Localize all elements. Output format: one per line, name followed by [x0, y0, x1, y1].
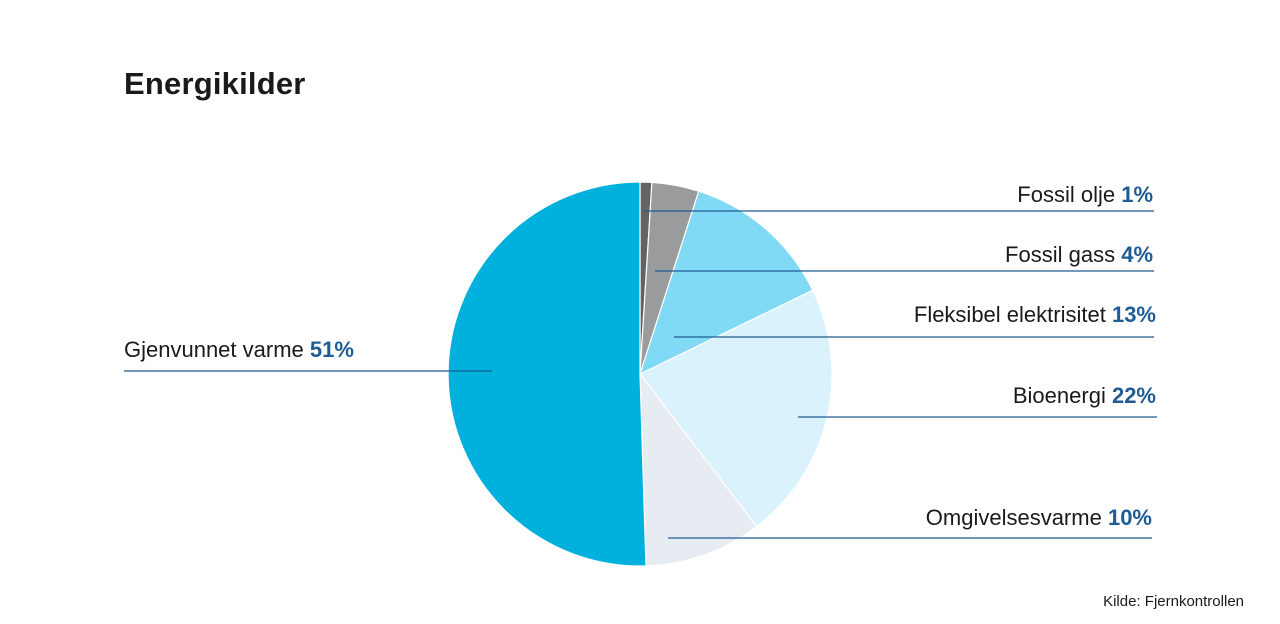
slice-label: Gjenvunnet varme [124, 337, 304, 362]
pie-slice-bioenergi [639, 289, 833, 528]
pie-slice-gjenvunnet-varme [447, 181, 647, 567]
slice-label: Fleksibel elektrisitet [913, 302, 1106, 327]
pie-slice-omgivelsesvarme [639, 372, 758, 567]
pie-slices [447, 181, 833, 567]
chart-title: Energikilder [124, 66, 306, 101]
slice-percent: 51% [309, 337, 354, 362]
slice-percent: 4% [1121, 242, 1153, 267]
label-fossil-olje: Fossil olje 1% [1017, 182, 1153, 208]
leader-lines [124, 210, 1157, 539]
slice-label: Bioenergi [1012, 383, 1106, 408]
slice-label: Fossil gass [1005, 242, 1116, 267]
slice-percent: 10% [1107, 505, 1152, 530]
label-fleksibel-elektrisitet: Fleksibel elektrisitet 13% [914, 302, 1156, 328]
label-bioenergi: Bioenergi 22% [1013, 383, 1156, 409]
label-omgivelsesvarme: Omgivelsesvarme 10% [926, 505, 1152, 531]
slice-percent: 22% [1111, 383, 1156, 408]
slice-label: Omgivelsesvarme [925, 505, 1102, 530]
label-fossil-gass: Fossil gass 4% [1005, 242, 1153, 268]
source-note: Kilde: Fjernkontrollen [1103, 593, 1244, 610]
slice-percent: 1% [1121, 182, 1153, 207]
slice-percent: 13% [1111, 302, 1156, 327]
slice-label: Fossil olje [1017, 182, 1116, 207]
pie-slice-fleksibel-elektrisitet [638, 190, 814, 376]
label-gjenvunnet-varme: Gjenvunnet varme 51% [124, 337, 354, 363]
